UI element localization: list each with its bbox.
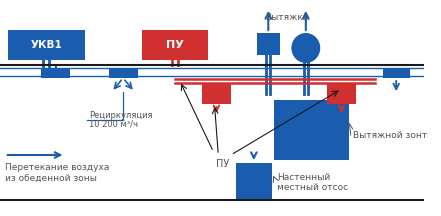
Bar [108,69,138,78]
Bar [7,30,85,60]
Text: Настенный: Настенный [277,173,330,183]
Bar [202,84,231,104]
Bar [41,69,70,78]
Text: Вытяжной зонт: Вытяжной зонт [353,130,427,140]
Circle shape [292,33,320,63]
Text: 10 200 м³/ч: 10 200 м³/ч [90,119,138,129]
Bar [142,30,208,60]
Text: Перетекание воздуха: Перетекание воздуха [5,164,109,173]
Text: ПУ: ПУ [217,159,230,169]
Bar [327,84,356,104]
Bar [383,69,410,78]
Bar [235,163,272,200]
Bar [257,33,280,55]
Text: УКВ1: УКВ1 [30,40,62,50]
Text: Вытяжка: Вытяжка [265,13,309,22]
Text: ПУ: ПУ [166,40,184,50]
Text: Рециркуляция: Рециркуляция [90,111,153,119]
Text: из обеденной зоны: из обеденной зоны [5,173,97,183]
Bar [274,100,349,160]
Text: местный отсос: местный отсос [277,184,348,192]
